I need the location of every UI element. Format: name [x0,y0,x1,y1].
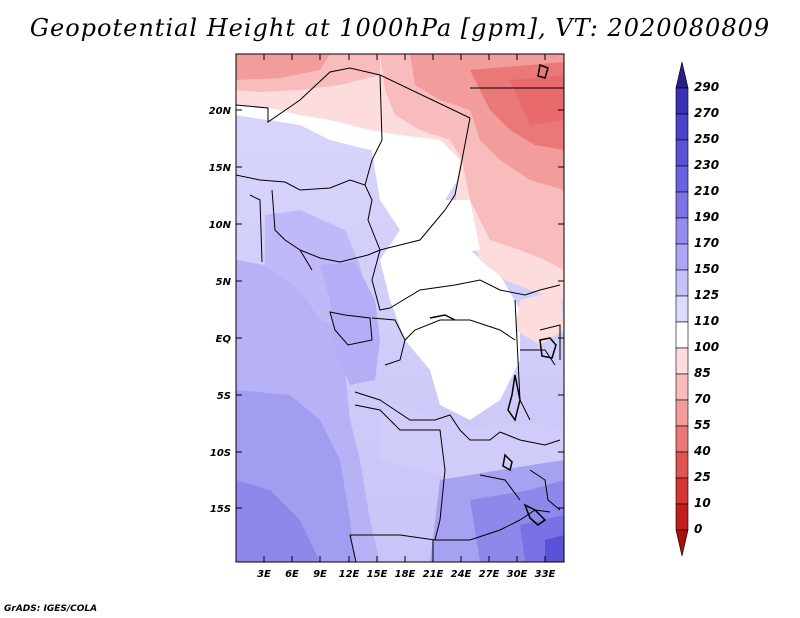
colorbar-segment [675,295,689,323]
colorbar-label: 210 [694,184,719,198]
lakes [429,63,557,526]
colorbar-label: 290 [694,80,719,94]
lat-label: 20N [209,106,232,117]
colorbar-segment [675,269,689,297]
colorbar-segment [675,425,689,453]
colorbar-label: 230 [694,158,719,172]
lon-label: 18E [395,569,416,580]
colorbar-segment [675,243,689,271]
lon-label: 21E [423,569,444,580]
lon-label: 9E [313,569,327,580]
lon-label: 3E [257,569,271,580]
map-frame [235,53,565,563]
colorbar-segment [675,451,689,479]
colorbar-label: 0 [694,522,702,536]
colorbar-label: 55 [694,418,711,432]
lon-label: 6E [285,569,299,580]
colorbar-label: 250 [694,132,719,146]
lat-label: 15N [209,163,232,174]
colorbar-segment [675,61,689,89]
lat-label: 10N [209,220,232,231]
colorbar-segment [675,191,689,219]
lon-label: 15E [367,569,388,580]
lat-label: EQ [216,334,232,345]
colorbar-labels: 290 270 250 230 210 190 170 150 125 110 … [693,80,719,536]
colorbar-segment [675,217,689,245]
lon-label: 24E [451,569,472,580]
colorbar [675,61,689,557]
grads-credit: GrADS: IGES/COLA [4,604,98,614]
lon-labels: 3E 6E 9E 12E 15E 18E 21E 24E 27E 30E 33E [257,569,555,580]
lon-label: 30E [507,569,528,580]
colorbar-label: 25 [694,470,711,484]
colorbar-label: 190 [694,210,719,224]
colorbar-label: 100 [694,340,719,354]
colorbar-label: 110 [694,314,719,328]
colorbar-label: 70 [694,392,711,406]
colorbar-segment [675,321,689,349]
lon-label: 27E [479,569,500,580]
colorbar-segment [675,373,689,401]
colorbar-label: 40 [693,444,711,458]
lat-label: 5S [217,391,231,402]
colorbar-segment [675,503,689,531]
lat-label: 15S [210,504,231,515]
colorbar-segment [675,87,689,115]
colorbar-segment [675,165,689,193]
colorbar-label: 150 [694,262,719,276]
colorbar-segment [675,113,689,141]
lat-label: 10S [210,448,231,459]
lat-label: 5N [216,277,232,288]
height-field [236,54,564,562]
colorbar-label: 170 [694,236,719,250]
lon-ticks [263,54,546,562]
colorbar-segment [675,347,689,375]
colorbar-segment [675,477,689,505]
colorbar-label: 10 [694,496,711,510]
colorbar-segment [675,529,689,557]
lon-label: 33E [535,569,556,580]
colorbar-label: 270 [694,106,719,120]
lat-ticks [236,109,564,509]
map-title: Geopotential Height at 1000hPa [gpm], VT… [29,14,771,42]
lat-labels: 20N 15N 10N 5N EQ 5S 10S 15S [209,106,232,515]
colorbar-segment [675,139,689,167]
country-borders [236,67,564,562]
colorbar-segment [675,399,689,427]
colorbar-label: 85 [694,366,711,380]
colorbar-label: 125 [694,288,719,302]
lon-label: 12E [339,569,360,580]
